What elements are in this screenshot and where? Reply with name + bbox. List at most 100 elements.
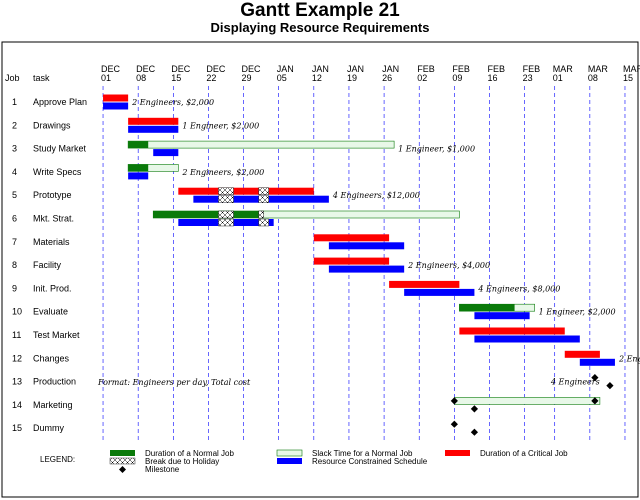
resource-schedule-bar [128, 172, 149, 180]
resource-annotation: 2 Engineers, $2,000 [618, 354, 640, 363]
task-name: Test Market [33, 330, 80, 340]
resource-schedule-bar [153, 149, 179, 157]
job-number: 6 [12, 214, 17, 224]
critical-duration-bar [103, 94, 129, 102]
holiday-break [258, 187, 269, 195]
tick-label-month: JAN [312, 64, 329, 74]
legend-milestone-swatch [119, 466, 126, 473]
resource-schedule-bar [404, 288, 475, 296]
holiday-break [218, 187, 234, 195]
tick-label-day: 16 [487, 73, 497, 83]
legend-critical-text: Duration of a Critical Job [480, 449, 568, 458]
legend-milestone-text: Milestone [145, 465, 180, 474]
job-number: 13 [12, 377, 22, 387]
task-name: Write Specs [33, 167, 82, 177]
resource-schedule-bar [103, 102, 129, 110]
legend-slack-text: Slack Time for a Normal Job [312, 449, 413, 458]
resource-milestone-marker [470, 405, 479, 413]
format-note: Format: Engineers per day, Total cost [97, 378, 251, 387]
legend-slack-swatch [276, 449, 303, 457]
holiday-break [218, 218, 234, 227]
job-number: 10 [12, 307, 22, 317]
job-number: 5 [12, 190, 17, 200]
holiday-break [218, 210, 234, 219]
task-name: Prototype [33, 190, 72, 200]
milestone-marker [591, 397, 599, 405]
job-number: 8 [12, 260, 17, 270]
job-number: 14 [12, 400, 22, 410]
job-number: 9 [12, 283, 17, 293]
resource-annotation: 1 Engineer, $2,000 [182, 121, 259, 130]
chart-subtitle: Displaying Resource Requirements [211, 20, 430, 35]
tick-label-month: DEC [101, 64, 121, 74]
holiday-break [218, 195, 234, 203]
tick-label-month: JAN [347, 64, 364, 74]
legend-normal-text: Duration of a Normal Job [145, 449, 234, 458]
slack-bar [454, 397, 601, 405]
tick-label-month: JAN [382, 64, 399, 74]
holiday-break [258, 195, 269, 203]
critical-duration-bar [178, 187, 314, 195]
milestone-marker [450, 397, 458, 405]
resource-milestone-marker [470, 428, 479, 436]
tick-label-month: JAN [277, 64, 294, 74]
chart-title: Gantt Example 21 [240, 0, 400, 21]
task-name: Dummy [33, 423, 64, 433]
resource-annotation: 4 Engineers [550, 378, 600, 387]
resource-annotation: 2 Engineers, $2,000 [131, 98, 214, 107]
tick-label-month: FEB [487, 64, 505, 74]
tick-label-day: 02 [417, 73, 427, 83]
tick-label-month: FEB [523, 64, 541, 74]
task-name: Marketing [33, 400, 73, 410]
resource-annotation: 4 Engineers, $8,000 [477, 284, 560, 293]
tick-label-day: 26 [382, 73, 392, 83]
tick-label-day: 08 [136, 73, 146, 83]
slack-bar [127, 140, 395, 149]
resource-schedule-bar [128, 125, 179, 133]
resource-schedule-bar [474, 312, 530, 320]
normal-duration-bar [459, 304, 515, 312]
tick-label-month: MAR [553, 64, 574, 74]
task-column-header: task [33, 73, 50, 83]
critical-duration-bar [389, 280, 460, 288]
chart-frame [1, 41, 639, 498]
legend-critical-swatch [445, 450, 470, 456]
task-name: Evaluate [33, 307, 68, 317]
tick-label-month: MAR [588, 64, 609, 74]
milestone-marker [450, 420, 458, 428]
resource-milestone-marker [606, 382, 614, 390]
resource-annotation: 1 Engineer, $1,000 [398, 145, 475, 154]
job-number: 1 [12, 97, 17, 107]
resource-annotation: 4 Engineers, $12,000 [332, 191, 420, 200]
legend-resource-swatch [277, 458, 302, 464]
tick-label-day: 12 [312, 73, 322, 83]
tick-label-month: DEC [206, 64, 226, 74]
task-name: Approve Plan [33, 97, 87, 107]
task-name: Mkt. Strat. [33, 214, 74, 224]
job-number: 7 [12, 237, 17, 247]
task-name: Init. Prod. [33, 283, 72, 293]
job-number: 3 [12, 144, 17, 154]
job-number: 4 [12, 167, 17, 177]
job-column-header: Job [5, 73, 20, 83]
legend-holiday-swatch [109, 457, 136, 465]
milestone-marker [591, 374, 599, 382]
legend-holiday-text: Break due to Holiday [145, 457, 219, 466]
task-name: Production [33, 377, 76, 387]
task-name: Drawings [33, 120, 71, 130]
tick-label-day: 19 [347, 73, 357, 83]
tick-label-day: 01 [101, 73, 111, 83]
task-rows: 1 Approve Plan 2 Drawings 3 Study Market 4 Writ… [12, 97, 87, 433]
task-name: Changes [33, 353, 70, 363]
legend-normal-swatch [110, 450, 135, 456]
task-name: Study Market [33, 144, 87, 154]
tick-label-day: 09 [452, 73, 462, 83]
critical-duration-bar [313, 257, 390, 265]
tick-label-month: FEB [417, 64, 435, 74]
job-number: 15 [12, 423, 22, 433]
gantt-bars: 2 Engineers, $2,000 1 Engineer, $2,000 1 E… [103, 94, 640, 436]
resource-annotation: 2 Engineers, $2,000 [181, 168, 264, 177]
tick-label-month: DEC [136, 64, 156, 74]
